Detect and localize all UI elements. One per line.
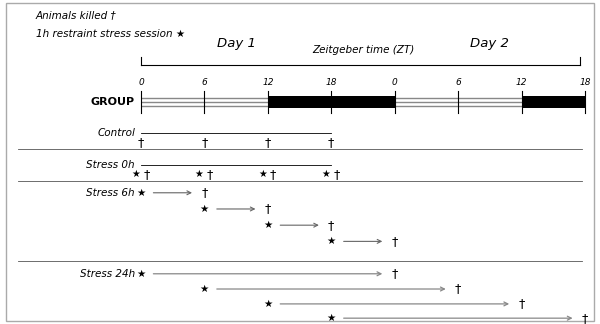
Text: ★: ★ <box>263 220 272 230</box>
Text: †: † <box>328 219 334 232</box>
Text: ★: ★ <box>258 168 267 179</box>
Text: Day 2: Day 2 <box>470 37 509 50</box>
Text: †: † <box>206 168 213 181</box>
Text: 12: 12 <box>262 77 274 87</box>
Text: †: † <box>518 297 525 310</box>
Text: Day 1: Day 1 <box>217 37 256 50</box>
Bar <box>268 96 395 108</box>
Text: †: † <box>270 168 277 181</box>
Text: †: † <box>143 168 149 181</box>
Text: †: † <box>201 186 208 199</box>
Text: ★: ★ <box>136 269 146 279</box>
Text: †: † <box>334 168 340 181</box>
Text: 1h restraint stress session ★: 1h restraint stress session ★ <box>36 29 185 39</box>
Text: ★: ★ <box>200 284 209 294</box>
Text: ★: ★ <box>200 204 209 214</box>
Text: †: † <box>138 136 144 149</box>
Text: ★: ★ <box>131 168 140 179</box>
Text: ★: ★ <box>326 237 336 246</box>
Text: Stress 0h: Stress 0h <box>86 160 135 170</box>
Text: †: † <box>265 136 271 149</box>
Text: 0: 0 <box>392 77 398 87</box>
Text: 18: 18 <box>326 77 337 87</box>
Text: †: † <box>201 136 208 149</box>
Text: †: † <box>265 202 271 215</box>
Text: †: † <box>582 312 588 324</box>
Text: †: † <box>392 235 398 248</box>
Text: 0: 0 <box>138 77 144 87</box>
Text: Zeitgeber time (ZT): Zeitgeber time (ZT) <box>312 45 414 55</box>
Text: Stress 24h: Stress 24h <box>80 269 135 279</box>
Text: GROUP: GROUP <box>91 97 135 107</box>
Text: ★: ★ <box>322 168 330 179</box>
Text: 6: 6 <box>455 77 461 87</box>
Text: †: † <box>455 283 461 295</box>
Text: ★: ★ <box>194 168 203 179</box>
Text: 12: 12 <box>516 77 527 87</box>
Text: Animals killed †: Animals killed † <box>36 10 117 20</box>
Text: ★: ★ <box>263 299 272 309</box>
Text: ★: ★ <box>326 313 336 323</box>
Text: †: † <box>328 136 334 149</box>
Text: ★: ★ <box>136 188 146 198</box>
Bar <box>521 96 585 108</box>
Text: †: † <box>392 267 398 280</box>
Text: 18: 18 <box>579 77 591 87</box>
Text: Control: Control <box>97 128 135 138</box>
Text: 6: 6 <box>202 77 208 87</box>
Text: Stress 6h: Stress 6h <box>86 188 135 198</box>
